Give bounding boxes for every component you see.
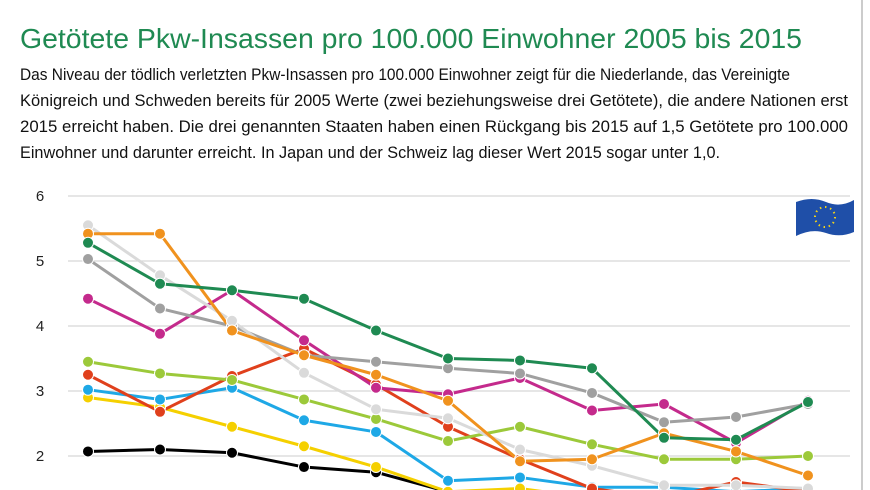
data-point (82, 383, 94, 396)
data-point (658, 431, 670, 444)
data-point (586, 482, 598, 490)
data-point (82, 292, 94, 305)
data-point (514, 482, 526, 490)
data-point (586, 362, 598, 375)
data-point (514, 455, 526, 468)
data-point (298, 461, 310, 474)
data-point (82, 445, 94, 458)
data-point (154, 393, 166, 406)
subtitle-line: Königreich und Schweden bereits für 2005… (20, 91, 848, 110)
data-point (154, 443, 166, 456)
data-point (370, 381, 382, 394)
y-tick-label: 6 (36, 188, 44, 205)
data-point (658, 398, 670, 410)
data-point (658, 479, 670, 490)
data-point (154, 302, 166, 315)
chart-title: Getötete Pkw-Insassen pro 100.000 Einwoh… (20, 23, 802, 54)
y-tick-label: 3 (36, 383, 44, 400)
data-point (226, 420, 238, 433)
data-point (226, 284, 238, 297)
data-point (730, 445, 742, 458)
data-point (658, 453, 670, 466)
data-point (82, 253, 94, 266)
data-point (154, 227, 166, 240)
subtitle-line: 2015 erreicht haben. Die drei genannten … (20, 117, 848, 136)
data-point (370, 324, 382, 337)
data-point (730, 479, 742, 490)
data-point (154, 405, 166, 418)
data-point (82, 355, 94, 368)
data-point (298, 349, 310, 362)
data-point (154, 367, 166, 380)
data-point (298, 366, 310, 379)
data-point (298, 440, 310, 453)
data-point (82, 236, 94, 249)
data-point (226, 373, 238, 386)
data-point (154, 277, 166, 290)
data-point (802, 450, 814, 462)
eu-flag (796, 199, 854, 236)
data-point (586, 453, 598, 466)
data-point (514, 471, 526, 484)
data-point (730, 411, 742, 423)
data-point (442, 474, 454, 487)
data-point (370, 461, 382, 474)
data-point (586, 404, 598, 417)
data-point (802, 482, 814, 490)
plot: 2 3 4 5 6 (36, 188, 850, 490)
data-point (514, 420, 526, 433)
data-point (730, 433, 742, 446)
y-tick-label: 2 (36, 448, 44, 465)
data-point (802, 396, 814, 409)
y-tick-label: 4 (36, 318, 44, 335)
data-point (226, 446, 238, 459)
data-point (370, 403, 382, 416)
data-point (802, 469, 814, 482)
data-point (442, 435, 454, 448)
data-point (370, 355, 382, 368)
data-point (82, 368, 94, 381)
data-point (586, 386, 598, 399)
data-point (442, 352, 454, 365)
data-point (514, 443, 526, 456)
data-point (298, 334, 310, 347)
data-point (514, 367, 526, 380)
data-point (370, 368, 382, 381)
data-point (514, 354, 526, 367)
data-point (442, 485, 454, 490)
data-point (298, 414, 310, 427)
data-point (658, 416, 670, 429)
series-line (87, 396, 543, 490)
data-point (370, 425, 382, 438)
subtitle-line: Einwohner und darunter erreicht. In Japa… (20, 143, 720, 162)
series-line (87, 448, 448, 490)
data-point (298, 393, 310, 406)
data-point (442, 394, 454, 407)
data-point (226, 324, 238, 337)
y-tick-label: 5 (36, 253, 44, 270)
data-point (154, 327, 166, 340)
subtitle-line: Das Niveau der tödlich verletzten Pkw-In… (20, 65, 790, 84)
series-line (87, 241, 809, 442)
data-point (586, 438, 598, 451)
data-point (298, 292, 310, 305)
data-point (442, 412, 454, 425)
